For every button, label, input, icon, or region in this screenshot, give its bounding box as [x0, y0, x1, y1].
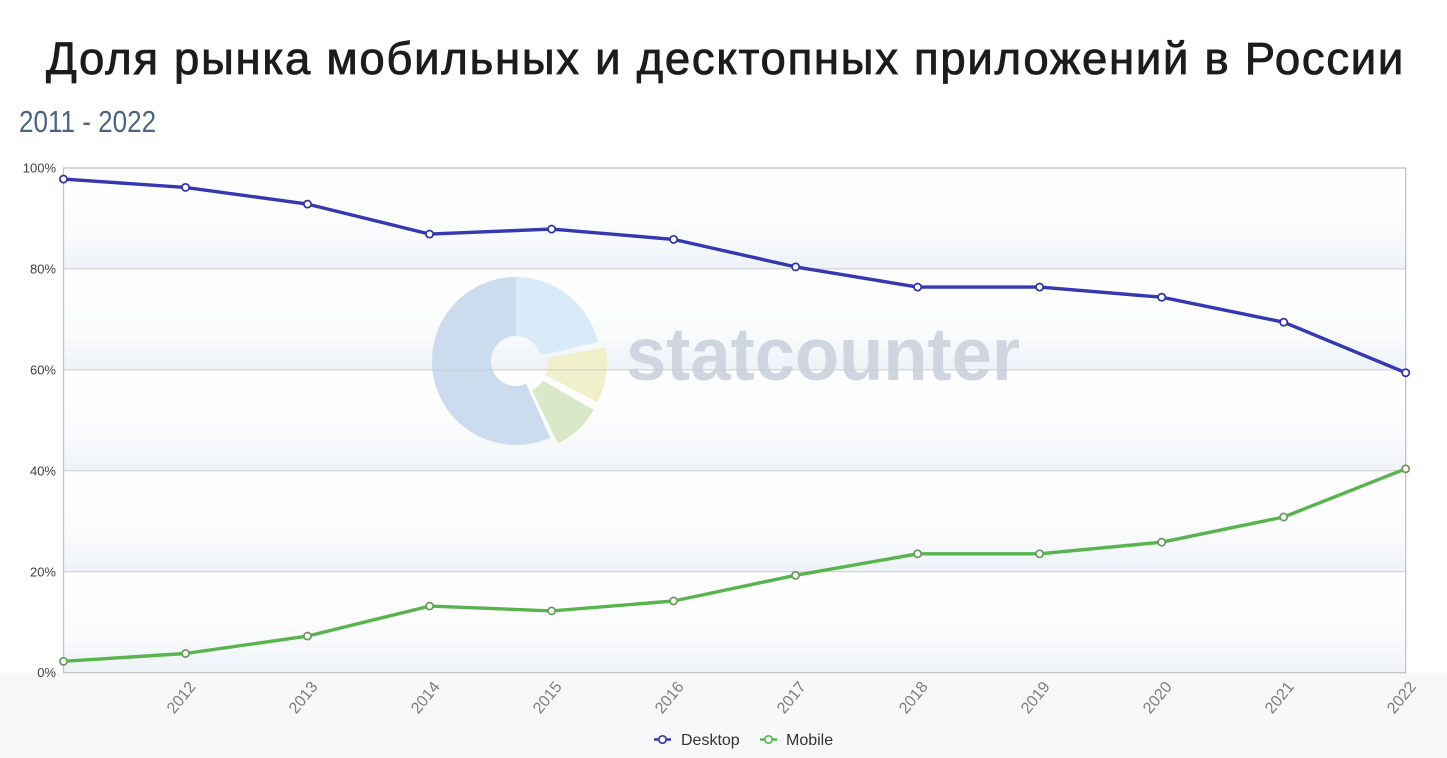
svg-text:20%: 20%: [30, 564, 56, 579]
svg-text:100%: 100%: [23, 161, 57, 176]
svg-text:statcounter: statcounter: [626, 312, 1020, 396]
svg-text:60%: 60%: [30, 362, 56, 377]
svg-text:Desktop: Desktop: [681, 732, 740, 749]
svg-text:40%: 40%: [30, 463, 56, 478]
svg-text:Mobile: Mobile: [786, 732, 833, 749]
svg-text:0%: 0%: [37, 665, 56, 680]
svg-text:80%: 80%: [30, 261, 56, 276]
